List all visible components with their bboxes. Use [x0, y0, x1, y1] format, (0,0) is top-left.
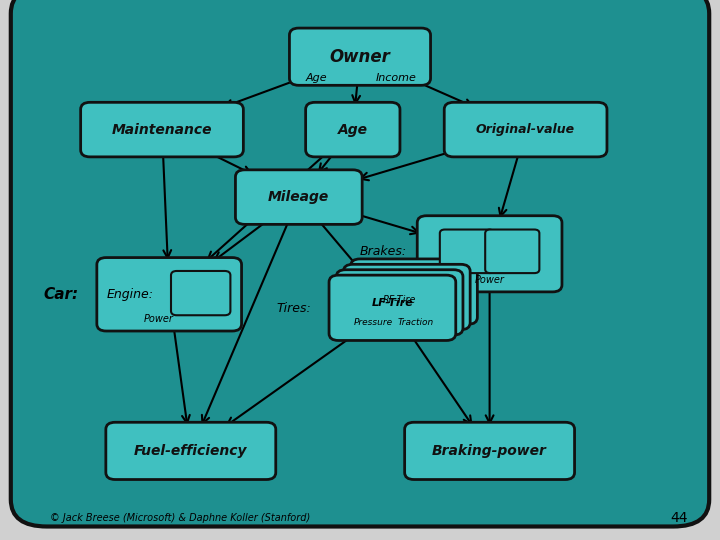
- FancyBboxPatch shape: [81, 102, 243, 157]
- Text: RF-Tire: RF-Tire: [383, 295, 416, 305]
- FancyBboxPatch shape: [289, 28, 431, 85]
- FancyBboxPatch shape: [440, 230, 494, 273]
- FancyBboxPatch shape: [343, 265, 470, 329]
- Text: Power: Power: [144, 314, 174, 324]
- FancyBboxPatch shape: [96, 258, 241, 331]
- FancyBboxPatch shape: [11, 0, 709, 526]
- Text: Pressure: Pressure: [354, 318, 392, 327]
- FancyBboxPatch shape: [305, 102, 400, 157]
- FancyBboxPatch shape: [235, 170, 362, 225]
- FancyBboxPatch shape: [336, 270, 463, 335]
- Text: Income: Income: [376, 73, 416, 83]
- FancyBboxPatch shape: [106, 422, 276, 480]
- Text: LF-Tire: LF-Tire: [372, 298, 413, 308]
- Text: Age: Age: [338, 123, 368, 137]
- Text: Owner: Owner: [330, 48, 390, 66]
- FancyBboxPatch shape: [351, 259, 477, 324]
- FancyBboxPatch shape: [329, 275, 456, 341]
- Text: Power: Power: [474, 275, 505, 285]
- Text: Traction: Traction: [398, 318, 434, 327]
- Text: Tires:: Tires:: [276, 302, 311, 315]
- Text: Car:: Car:: [43, 287, 78, 302]
- Text: Maintenance: Maintenance: [112, 123, 212, 137]
- Text: Original-value: Original-value: [476, 123, 575, 136]
- Text: Brakes:: Brakes:: [360, 245, 407, 258]
- FancyBboxPatch shape: [405, 422, 575, 480]
- Text: Fuel-efficiency: Fuel-efficiency: [134, 444, 248, 458]
- FancyBboxPatch shape: [171, 271, 230, 315]
- Text: Mileage: Mileage: [268, 190, 330, 204]
- FancyBboxPatch shape: [444, 102, 607, 157]
- Text: © Jack Breese (Microsoft) & Daphne Koller (Stanford): © Jack Breese (Microsoft) & Daphne Kolle…: [50, 514, 310, 523]
- Text: Braking-power: Braking-power: [432, 444, 547, 458]
- Text: 44: 44: [670, 511, 688, 525]
- Text: Age: Age: [306, 73, 328, 83]
- Text: Engine:: Engine:: [107, 288, 153, 301]
- FancyBboxPatch shape: [418, 215, 562, 292]
- FancyBboxPatch shape: [485, 230, 539, 273]
